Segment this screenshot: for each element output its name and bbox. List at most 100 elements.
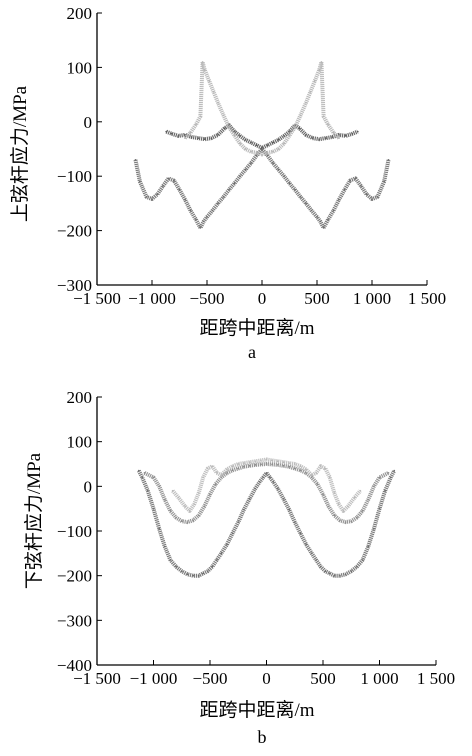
data-point — [226, 468, 228, 471]
data-point — [186, 521, 189, 523]
data-point — [152, 507, 155, 510]
data-point — [318, 138, 321, 141]
x-tick-label: 1 500 — [417, 669, 455, 688]
data-point — [211, 465, 214, 468]
y-tick-label: −100 — [57, 522, 92, 541]
data-point — [244, 138, 247, 141]
data-point — [353, 496, 356, 499]
data-point — [342, 510, 345, 512]
data-point — [339, 574, 341, 577]
data-point — [254, 464, 257, 466]
data-point — [169, 559, 172, 561]
data-point — [356, 516, 358, 519]
y-tick-label: −200 — [57, 567, 92, 586]
data-point — [226, 543, 228, 546]
data-point — [146, 489, 149, 492]
data-point — [339, 519, 341, 522]
data-point — [199, 227, 202, 229]
data-point — [201, 61, 204, 63]
data-point — [193, 503, 196, 506]
data-point — [338, 137, 340, 140]
data-point — [158, 527, 161, 530]
data-point — [387, 472, 390, 474]
y-tick-label: 0 — [84, 477, 93, 496]
data-point — [311, 137, 314, 140]
data-point — [151, 198, 153, 200]
data-point — [331, 136, 334, 138]
y-tick-label: 100 — [67, 433, 93, 452]
x-tick-label: 500 — [310, 669, 336, 688]
data-point — [389, 476, 392, 479]
x-axis-b: −1 500 −1 000 −500 0 500 1 000 1 500 — [73, 660, 455, 688]
y-tick-label: −400 — [57, 656, 92, 675]
data-point — [378, 507, 381, 510]
data-point — [206, 570, 209, 573]
data-point — [165, 130, 168, 133]
data-point — [228, 126, 230, 129]
x-tick-label: −1 000 — [130, 669, 178, 688]
data-point — [310, 552, 313, 555]
data-point — [173, 179, 175, 182]
data-point — [367, 498, 370, 501]
data-point — [277, 148, 280, 150]
data-point — [299, 196, 302, 198]
data-point — [393, 469, 396, 472]
data-point — [258, 481, 261, 483]
data-point — [143, 472, 146, 474]
data-point — [231, 532, 234, 535]
data-point — [255, 144, 258, 147]
data-point — [237, 463, 240, 465]
series-line-3 — [171, 457, 362, 513]
data-point — [310, 476, 313, 479]
data-point — [327, 218, 329, 221]
data-point — [294, 188, 296, 191]
x-tick-label: 1 500 — [408, 289, 446, 308]
data-point — [277, 168, 280, 171]
chart-panel-a: 200 100 0 −100 −200 −300 −1 500 −1 000 −500 0 500… — [9, 4, 446, 362]
data-point — [293, 521, 296, 523]
data-point — [356, 565, 358, 568]
data-point — [299, 469, 302, 472]
data-point — [313, 80, 316, 82]
data-point — [260, 463, 262, 466]
data-point — [316, 483, 319, 485]
data-point — [320, 61, 323, 63]
data-point — [288, 134, 291, 137]
y-axis-b: 200 100 0 −100 −200 −300 −400 — [57, 388, 102, 675]
chart-panel-b: 200 100 0 −100 −200 −300 −400 −1 500 −1 000 −500… — [23, 388, 455, 747]
data-point — [260, 459, 262, 462]
data-point — [197, 137, 200, 140]
y-tick-label: 200 — [67, 388, 93, 407]
data-point — [195, 218, 197, 221]
data-point — [261, 153, 263, 156]
data-point — [283, 175, 285, 178]
x-tick-label: −500 — [192, 669, 227, 688]
data-point — [327, 123, 329, 126]
data-point — [272, 150, 274, 153]
data-point — [255, 151, 258, 154]
data-point — [180, 570, 183, 573]
data-point — [211, 565, 214, 568]
data-point — [282, 497, 285, 500]
data-point — [266, 144, 269, 147]
data-point — [327, 505, 330, 508]
data-point — [316, 216, 318, 218]
data-point — [255, 154, 258, 157]
data-point — [158, 485, 161, 488]
data-point — [248, 497, 251, 500]
data-point — [223, 127, 226, 130]
x-tick-label: 500 — [304, 289, 330, 308]
series-line-2 — [165, 123, 359, 150]
data-point — [367, 545, 370, 548]
data-point — [324, 467, 327, 470]
data-point — [288, 182, 291, 185]
x-tick-label: −500 — [189, 289, 224, 308]
data-point — [318, 69, 321, 71]
data-point — [283, 135, 285, 137]
y-tick-label: 200 — [67, 4, 93, 23]
data-point — [305, 101, 307, 104]
data-point — [265, 458, 268, 461]
data-point — [298, 127, 301, 130]
data-point — [175, 516, 178, 519]
